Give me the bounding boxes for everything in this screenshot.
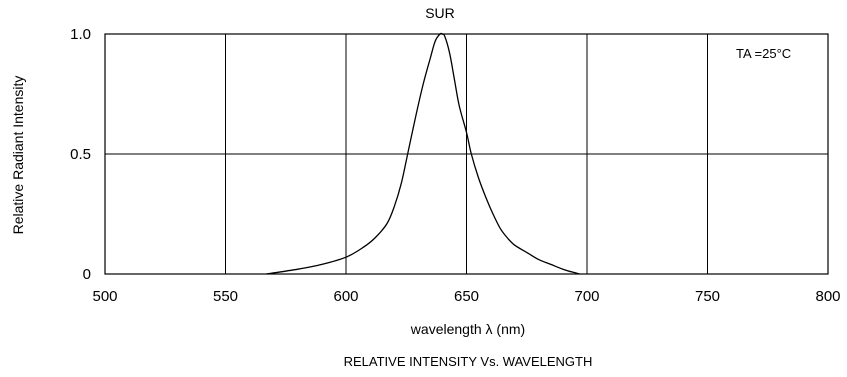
y-axis-label: Relative Radiant Intensity xyxy=(10,76,26,235)
x-tick-label: 600 xyxy=(333,288,358,305)
plot-frame xyxy=(104,33,829,275)
y-tick-label: 0 xyxy=(83,266,91,283)
chart-title: SUR xyxy=(425,5,455,21)
x-tick-label: 800 xyxy=(815,288,840,305)
x-tick-label: 650 xyxy=(454,288,479,305)
y-tick-label: 0.5 xyxy=(70,146,91,163)
series-line xyxy=(266,32,580,275)
temperature-annotation: TA =25°C xyxy=(736,46,791,61)
x-tick-label: 700 xyxy=(574,288,599,305)
x-tick-label: 500 xyxy=(92,288,117,305)
x-axis-label: wavelength λ (nm) xyxy=(410,321,525,337)
y-tick-label: 1.0 xyxy=(70,26,91,43)
x-tick-label: 750 xyxy=(695,288,720,305)
chart-caption: RELATIVE INTENSITY Vs. WAVELENGTH xyxy=(344,354,593,369)
grid xyxy=(105,34,828,274)
x-tick-labels: 500 550 600 650 700 750 800 xyxy=(92,288,840,305)
y-tick-labels: 0 0.5 1.0 xyxy=(70,26,91,283)
x-tick-label: 550 xyxy=(213,288,238,305)
